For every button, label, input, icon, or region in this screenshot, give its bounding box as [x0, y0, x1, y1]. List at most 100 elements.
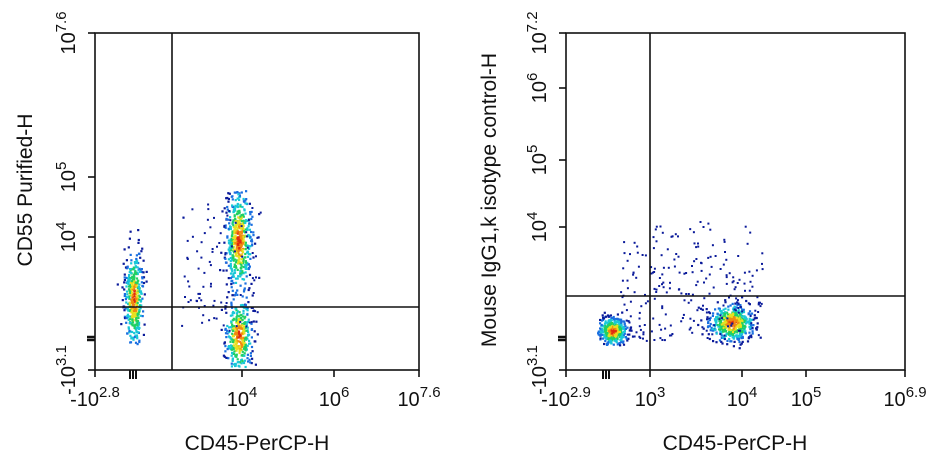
data-point — [136, 291, 139, 294]
data-point — [604, 321, 607, 324]
data-point — [671, 235, 674, 238]
data-point — [232, 339, 235, 342]
data-point — [625, 309, 628, 312]
data-point — [245, 198, 248, 201]
data-point — [234, 331, 237, 334]
data-point — [137, 290, 140, 293]
data-point — [138, 340, 141, 344]
data-point — [243, 339, 246, 343]
data-point — [751, 330, 754, 333]
data-point — [741, 296, 744, 299]
data-point — [131, 291, 134, 294]
data-point — [736, 303, 739, 306]
data-point — [234, 364, 237, 367]
data-point — [744, 225, 747, 228]
data-point — [605, 342, 608, 345]
data-point — [662, 286, 665, 289]
data-point — [241, 271, 244, 274]
data-point — [237, 326, 240, 330]
data-point — [135, 303, 138, 306]
data-point — [727, 320, 730, 323]
data-point — [643, 324, 646, 326]
data-point — [236, 314, 239, 317]
data-point — [249, 361, 252, 364]
data-point — [227, 192, 230, 195]
data-point — [236, 205, 240, 209]
data-point — [233, 250, 236, 253]
data-point — [199, 292, 201, 295]
data-point — [233, 237, 236, 240]
data-point — [697, 323, 700, 327]
data-point — [123, 317, 127, 320]
data-point — [233, 263, 236, 266]
data-point — [737, 334, 740, 337]
data-point — [240, 234, 243, 237]
data-point — [691, 293, 694, 296]
data-point — [670, 334, 673, 337]
data-point — [249, 253, 252, 256]
data-point — [718, 328, 721, 331]
data-point — [230, 348, 233, 351]
data-point — [140, 304, 143, 307]
plot-panel-isotype: -102.9 103 104 105 106.9 -103.1 104 105 106 107.… — [478, 11, 927, 455]
data-point — [186, 258, 189, 260]
data-point — [127, 318, 130, 321]
data-point — [614, 330, 617, 333]
y-tick-label: 104 — [53, 222, 80, 253]
data-point — [737, 326, 740, 329]
data-point — [136, 301, 139, 305]
data-point — [234, 235, 237, 238]
data-point — [661, 307, 664, 310]
data-point — [128, 284, 131, 287]
data-point — [127, 285, 131, 288]
data-point — [252, 231, 255, 234]
data-point — [224, 328, 227, 331]
y-tick-label: 105 — [53, 162, 80, 193]
data-point — [238, 198, 241, 201]
data-point — [731, 318, 734, 321]
data-point — [233, 248, 236, 251]
data-point — [239, 217, 243, 220]
data-point — [250, 321, 253, 324]
data-point — [707, 320, 710, 323]
data-point — [226, 348, 229, 351]
data-point — [673, 258, 676, 261]
data-point — [137, 316, 140, 319]
data-point — [226, 332, 229, 335]
data-point — [200, 299, 203, 302]
data-point — [734, 309, 737, 312]
data-point — [732, 323, 735, 326]
data-point — [241, 360, 244, 363]
data-point — [131, 307, 134, 311]
data-point — [240, 254, 243, 258]
data-point — [131, 268, 135, 271]
data-point — [131, 303, 134, 306]
data-point — [137, 327, 140, 330]
data-point — [128, 315, 131, 318]
data-point — [133, 286, 136, 289]
data-point — [236, 293, 239, 296]
data-point — [235, 309, 238, 312]
data-point — [660, 328, 663, 331]
data-point — [133, 292, 136, 295]
data-point — [229, 259, 232, 263]
data-point — [623, 328, 626, 331]
data-point — [240, 345, 243, 348]
data-point — [718, 339, 722, 342]
data-point — [230, 346, 233, 349]
data-point — [228, 326, 231, 329]
data-point — [653, 297, 656, 300]
data-point — [241, 330, 244, 334]
data-point — [245, 296, 248, 299]
data-point — [213, 317, 216, 320]
data-point — [695, 246, 698, 249]
data-point — [239, 205, 242, 208]
data-point — [715, 341, 718, 344]
data-point — [244, 315, 247, 318]
data-point — [241, 354, 245, 357]
data-point — [129, 268, 132, 271]
data-point — [755, 328, 758, 331]
data-point — [716, 318, 719, 321]
data-point — [619, 338, 622, 341]
data-point — [719, 320, 723, 323]
